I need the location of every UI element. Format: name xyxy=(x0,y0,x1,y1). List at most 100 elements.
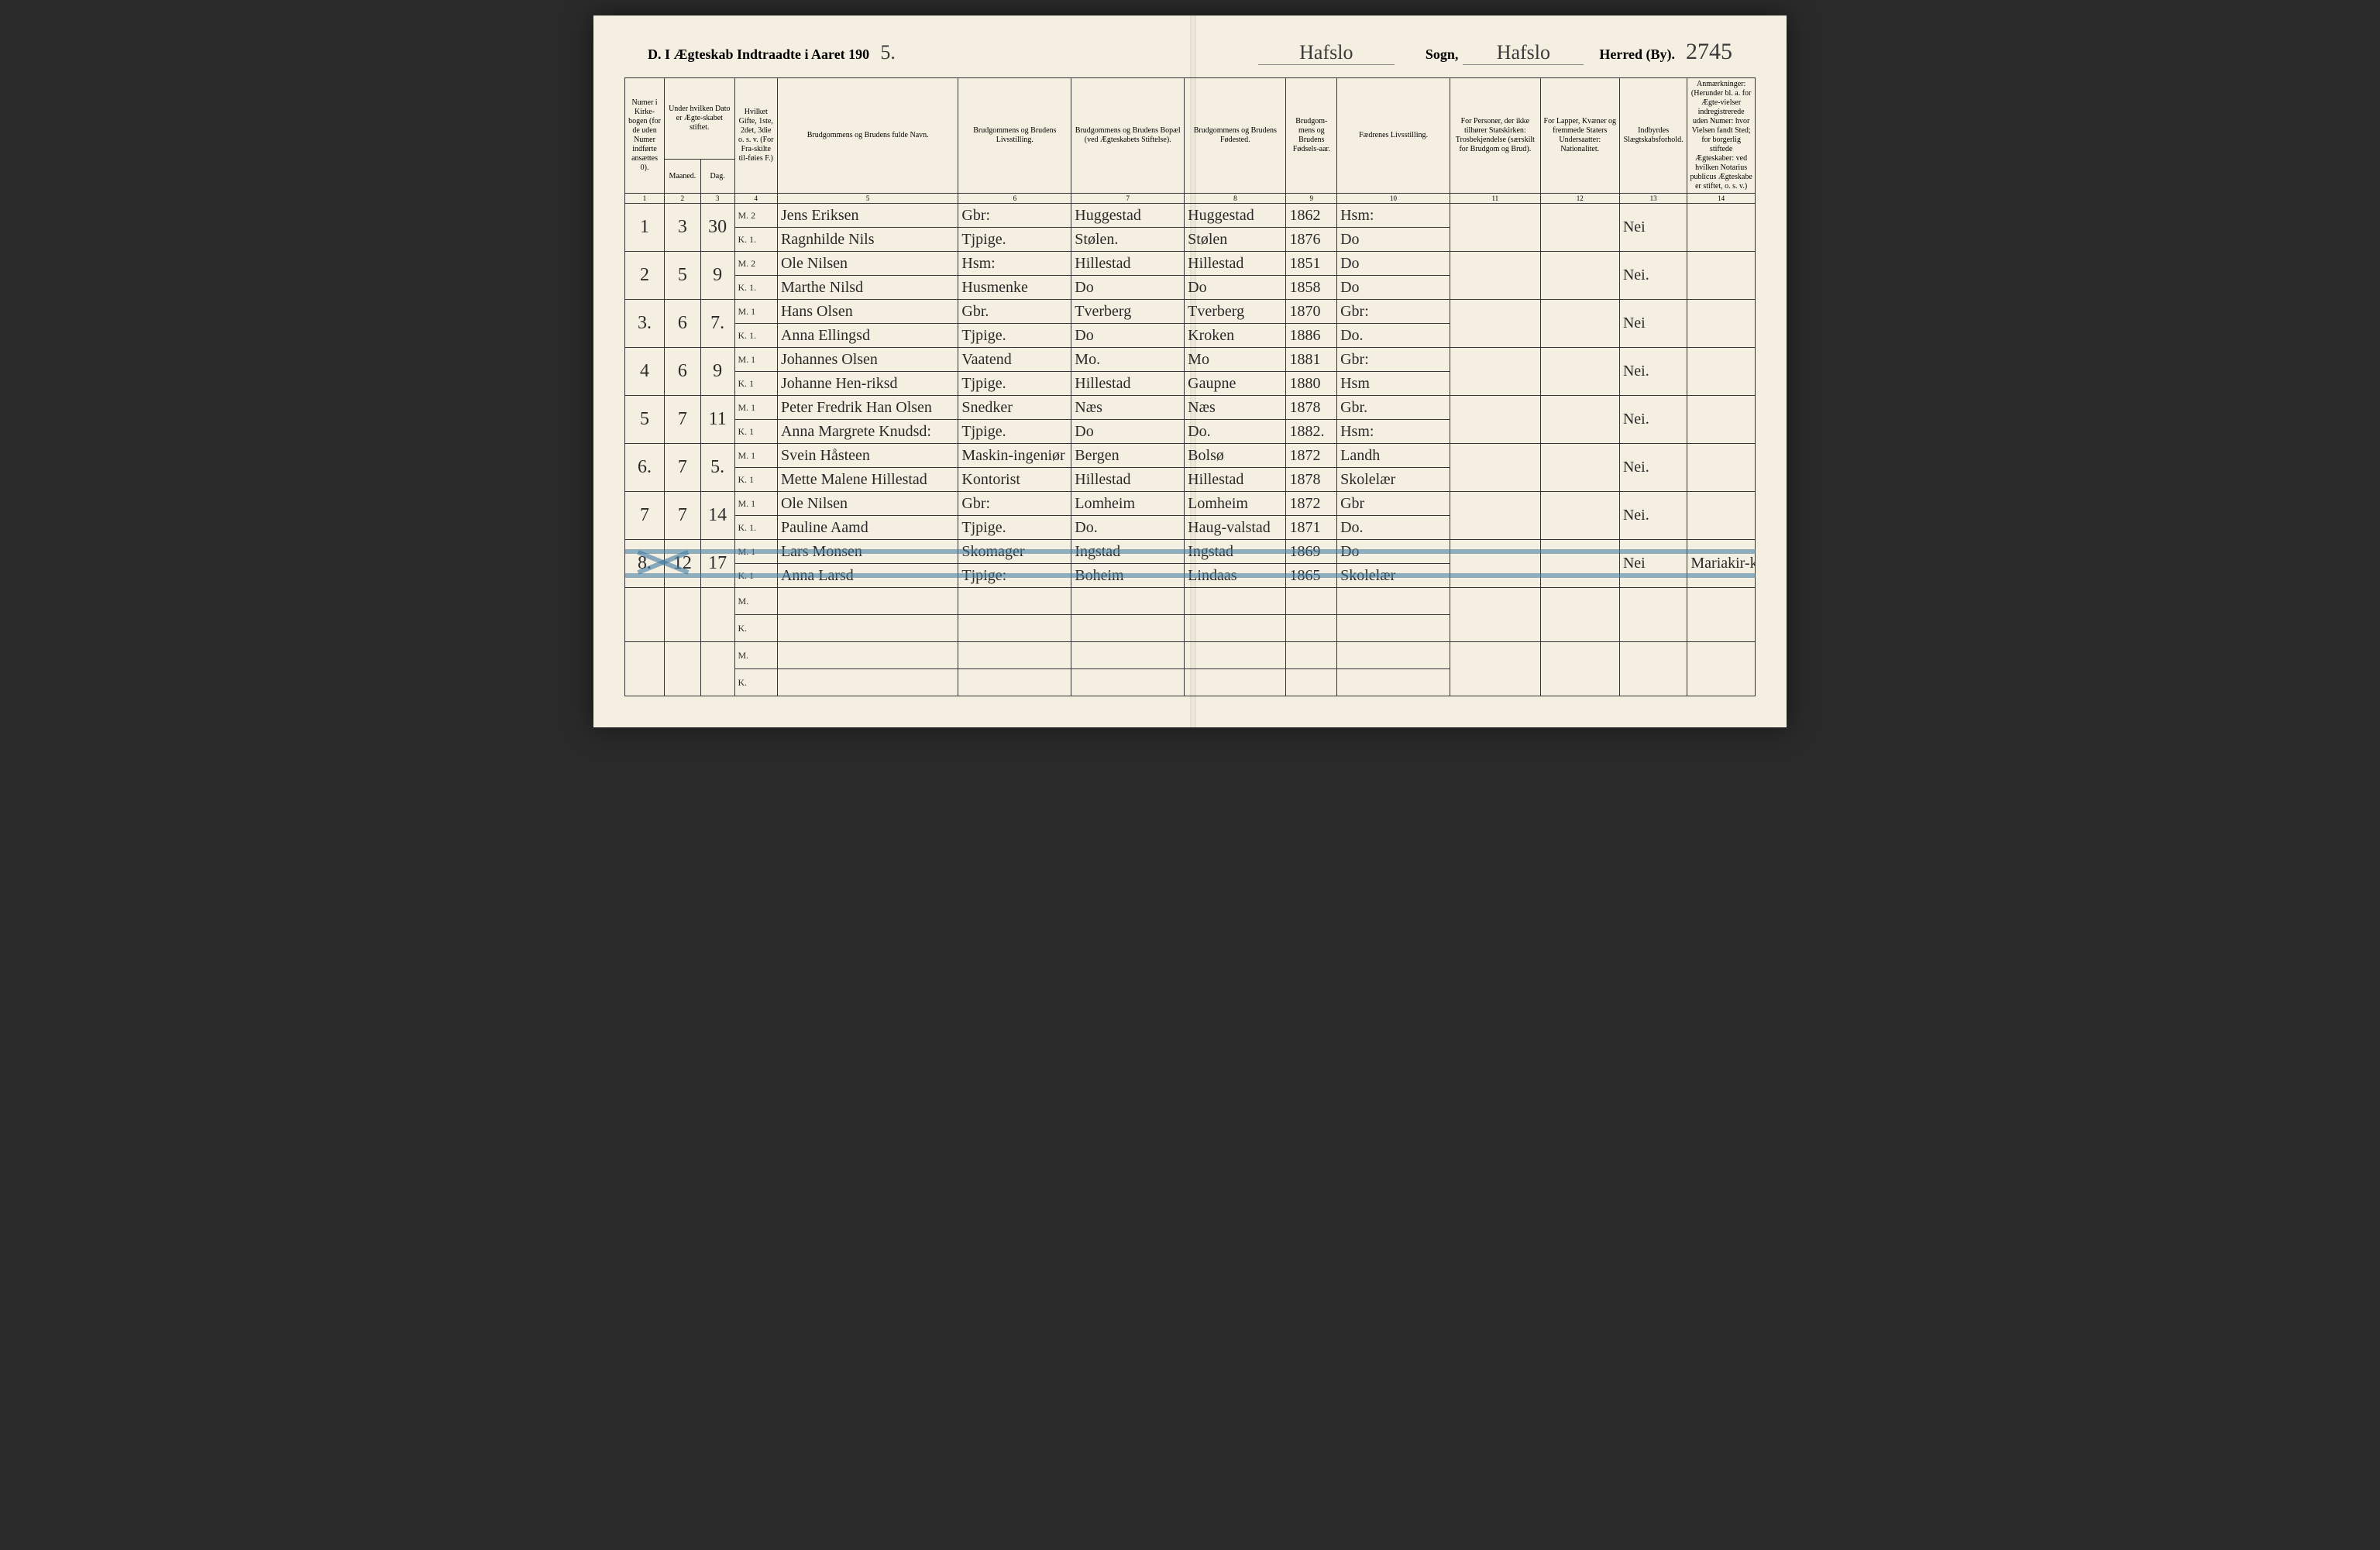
cell: K. 1 xyxy=(734,564,777,588)
column-number: 13 xyxy=(1619,194,1687,204)
cell: Do xyxy=(1071,276,1185,300)
cell xyxy=(777,669,958,696)
cell: Do. xyxy=(1185,420,1286,444)
cell: Hillestad xyxy=(1071,468,1185,492)
cell: M. 1 xyxy=(734,348,777,372)
cell: Hillestad xyxy=(1071,252,1185,276)
cell: 7 xyxy=(665,396,701,444)
table-body: 1330M. 2Jens EriksenGbr:HuggestadHuggest… xyxy=(625,204,1756,696)
cell: Do xyxy=(1337,276,1450,300)
cell: Maskin-ingeniør xyxy=(958,444,1071,468)
cell xyxy=(958,588,1071,615)
column-number: 8 xyxy=(1185,194,1286,204)
cell: 4 xyxy=(625,348,665,396)
cell xyxy=(625,642,665,696)
cell: Nei. xyxy=(1619,252,1687,300)
cell: Tverberg xyxy=(1071,300,1185,324)
cell xyxy=(1687,396,1756,444)
cell: 1872 xyxy=(1286,492,1337,516)
column-number: 10 xyxy=(1337,194,1450,204)
cell xyxy=(1540,642,1619,696)
header-herred-label: Herred (By). xyxy=(1599,46,1675,63)
cell: Anna Margrete Knudsd: xyxy=(777,420,958,444)
cell: 1862 xyxy=(1286,204,1337,228)
cell xyxy=(1286,669,1337,696)
col-header: Brudgommens og Brudens Fødested. xyxy=(1185,78,1286,194)
header-parish-2: Hafslo xyxy=(1463,41,1584,65)
column-number: 12 xyxy=(1540,194,1619,204)
col-header: Numer i Kirke-bogen (for de uden Numer i… xyxy=(625,78,665,194)
cell xyxy=(958,669,1071,696)
cell: Hillestad xyxy=(1185,468,1286,492)
cell: 5 xyxy=(665,252,701,300)
cell: 17 xyxy=(700,540,734,588)
cell xyxy=(1450,348,1541,396)
column-number: 3 xyxy=(700,194,734,204)
column-number: 11 xyxy=(1450,194,1541,204)
cell xyxy=(777,615,958,642)
table-row: 469M. 1Johannes OlsenVaatendMo.Mo1881Gbr… xyxy=(625,348,1756,372)
cell: 8. xyxy=(625,540,665,588)
table-row: 8.1217M. 1Lars MonsenSkomagerIngstadIngs… xyxy=(625,540,1756,564)
cell: Nei. xyxy=(1619,396,1687,444)
cell: Nei xyxy=(1619,300,1687,348)
cell: M. xyxy=(734,588,777,615)
cell: Nei. xyxy=(1619,444,1687,492)
cell: Nei. xyxy=(1619,348,1687,396)
cell xyxy=(700,588,734,642)
col-header: Maaned. xyxy=(665,160,701,194)
cell: Gbr: xyxy=(958,204,1071,228)
col-header: Under hvilken Dato er Ægte-skabet stifte… xyxy=(665,78,734,160)
col-header: Fædrenes Livsstilling. xyxy=(1337,78,1450,194)
cell: K. 1. xyxy=(734,324,777,348)
cell: Hsm: xyxy=(1337,204,1450,228)
cell: 1870 xyxy=(1286,300,1337,324)
cell xyxy=(777,588,958,615)
cell: Huggestad xyxy=(1185,204,1286,228)
cell: 1871 xyxy=(1286,516,1337,540)
cell xyxy=(665,588,701,642)
cell: Do xyxy=(1071,420,1185,444)
cell: Johanne Hen-riksd xyxy=(777,372,958,396)
col-header: Anmærkninger: (Herunder bl. a. for Ægte-… xyxy=(1687,78,1756,194)
cell: Gbr: xyxy=(1337,300,1450,324)
cell xyxy=(1337,615,1450,642)
table-row: 259M. 2Ole NilsenHsm:HillestadHillestad1… xyxy=(625,252,1756,276)
cell: 9 xyxy=(700,252,734,300)
cell: 1851 xyxy=(1286,252,1337,276)
cell: Ole Nilsen xyxy=(777,252,958,276)
cell: Do xyxy=(1185,276,1286,300)
cell: Mo. xyxy=(1071,348,1185,372)
table-header: Numer i Kirke-bogen (for de uden Numer i… xyxy=(625,78,1756,204)
cell: Tjpige. xyxy=(958,228,1071,252)
col-header: Hvilket Gifte, 1ste, 2det, 3die o. s. v.… xyxy=(734,78,777,194)
cell: Do. xyxy=(1071,516,1185,540)
cell: Boheim xyxy=(1071,564,1185,588)
cell: Snedker xyxy=(958,396,1071,420)
cell: 2 xyxy=(625,252,665,300)
cell xyxy=(1450,396,1541,444)
cell: Tjpige. xyxy=(958,420,1071,444)
col-header: Brudgommens og Brudens fulde Navn. xyxy=(777,78,958,194)
cell: Hsm xyxy=(1337,372,1450,396)
cell: 1 xyxy=(625,204,665,252)
cell xyxy=(1071,588,1185,615)
table-row-empty: M. xyxy=(625,588,1756,615)
cell: K. xyxy=(734,669,777,696)
cell xyxy=(958,642,1071,669)
cell: Gbr xyxy=(1337,492,1450,516)
cell xyxy=(1540,300,1619,348)
cell: Mo xyxy=(1185,348,1286,372)
cell: Skomager xyxy=(958,540,1071,564)
cell: K. xyxy=(734,615,777,642)
cell: Anna Larsd xyxy=(777,564,958,588)
cell: 1865 xyxy=(1286,564,1337,588)
column-number: 9 xyxy=(1286,194,1337,204)
cell xyxy=(700,642,734,696)
column-number: 6 xyxy=(958,194,1071,204)
header-title-prefix: D. I Ægteskab Indtraadte i Aaret 190 xyxy=(648,46,869,63)
cell: Do xyxy=(1337,228,1450,252)
cell xyxy=(1450,444,1541,492)
ledger-table: Numer i Kirke-bogen (for de uden Numer i… xyxy=(624,77,1756,696)
cell: 7 xyxy=(665,492,701,540)
